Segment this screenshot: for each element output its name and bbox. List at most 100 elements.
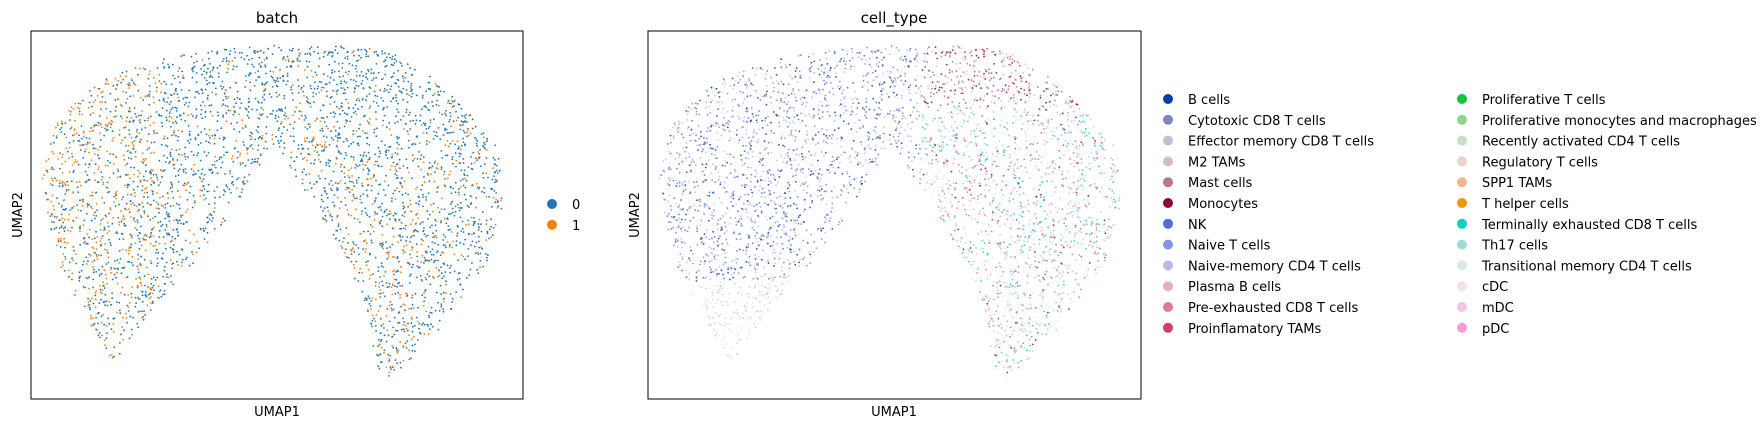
scatter-point [1098, 230, 1101, 233]
scatter-point [367, 173, 370, 175]
scatter-point [495, 164, 498, 167]
scatter-point [333, 115, 336, 118]
scatter-point [53, 215, 56, 218]
scatter-point [394, 82, 396, 84]
scatter-point [208, 129, 211, 131]
scatter-point [1092, 136, 1094, 139]
scatter-point [134, 155, 137, 158]
scatter-point [91, 194, 94, 197]
scatter-point [745, 249, 748, 252]
scatter-point [1088, 162, 1091, 165]
scatter-point [384, 271, 387, 273]
scatter-point [287, 60, 290, 63]
scatter-point [452, 240, 455, 243]
scatter-point [95, 270, 98, 273]
scatter-point [259, 154, 262, 157]
scatter-point [406, 236, 409, 238]
scatter-point [377, 55, 379, 57]
scatter-point [810, 233, 812, 236]
scatter-point [478, 235, 480, 238]
scatter-point [733, 271, 735, 274]
scatter-point [265, 57, 268, 60]
scatter-point [195, 116, 198, 119]
scatter-point [104, 228, 106, 231]
scatter-point [983, 132, 986, 135]
scatter-point [775, 242, 778, 245]
scatter-point [975, 127, 978, 130]
scatter-point [936, 177, 939, 180]
scatter-point [725, 122, 728, 124]
scatter-point [81, 144, 83, 147]
scatter-point [1080, 288, 1082, 291]
scatter-point [346, 186, 348, 189]
scatter-point [138, 208, 140, 211]
scatter-point [86, 242, 89, 245]
scatter-point [172, 159, 175, 162]
scatter-point [462, 288, 464, 291]
scatter-point [360, 56, 362, 59]
scatter-point [179, 196, 182, 198]
scatter-point [992, 199, 994, 202]
scatter-point [713, 235, 716, 238]
scatter-point [263, 147, 265, 150]
scatter-point [211, 114, 214, 117]
scatter-point [144, 95, 147, 98]
scatter-point [426, 172, 429, 175]
scatter-point [674, 238, 677, 241]
scatter-point [467, 223, 470, 226]
scatter-point [1075, 147, 1078, 150]
scatter-point [177, 219, 179, 222]
scatter-point [452, 187, 454, 190]
scatter-point [89, 113, 92, 116]
scatter-point [799, 54, 802, 56]
scatter-point [363, 151, 366, 154]
scatter-point [740, 126, 743, 129]
scatter-point [415, 119, 418, 122]
scatter-point [327, 162, 330, 165]
scatter-point [404, 251, 407, 253]
scatter-point [241, 127, 244, 129]
scatter-point [812, 116, 815, 119]
scatter-point [386, 308, 389, 310]
scatter-point [194, 200, 196, 202]
scatter-point [399, 285, 402, 287]
scatter-point [962, 119, 965, 121]
scatter-point [454, 99, 456, 102]
scatter-point [264, 140, 267, 143]
scatter-point [336, 215, 339, 217]
scatter-point [70, 106, 73, 108]
scatter-point [290, 167, 293, 169]
scatter-point [203, 199, 205, 201]
scatter-point [115, 190, 118, 193]
scatter-point [100, 243, 103, 246]
scatter-point [1077, 179, 1080, 182]
scatter-point [317, 154, 320, 157]
scatter-point [328, 81, 331, 84]
scatter-point [133, 217, 135, 220]
scatter-point [451, 106, 454, 108]
scatter-point [64, 246, 66, 249]
scatter-point [173, 129, 176, 132]
scatter-point [182, 184, 185, 187]
scatter-point [392, 273, 395, 276]
scatter-point [149, 292, 151, 295]
scatter-point [326, 95, 328, 98]
scatter-point [461, 178, 464, 181]
scatter-point [781, 242, 784, 245]
scatter-point [405, 244, 408, 247]
scatter-point [71, 134, 74, 137]
scatter-point [149, 242, 152, 245]
scatter-point [111, 139, 114, 142]
scatter-point [92, 147, 95, 150]
scatter-point [79, 226, 81, 229]
scatter-point [130, 236, 133, 239]
scatter-point [370, 323, 373, 325]
scatter-point [249, 134, 251, 137]
scatter-point [286, 72, 289, 75]
scatter-point [366, 167, 369, 170]
scatter-point [721, 127, 724, 130]
scatter-point [139, 262, 142, 265]
scatter-point [366, 136, 368, 139]
scatter-point [721, 248, 724, 251]
scatter-point [723, 332, 725, 334]
